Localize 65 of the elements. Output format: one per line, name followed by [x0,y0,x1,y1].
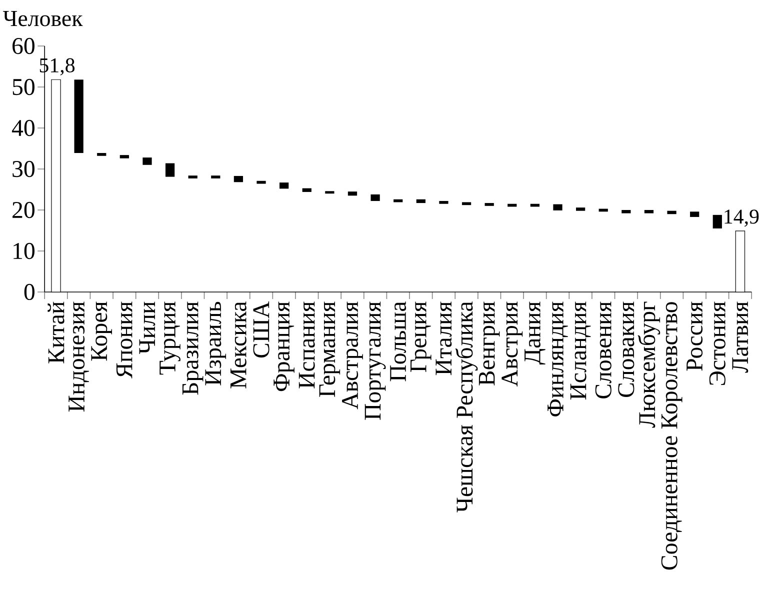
bar [712,214,722,228]
x-tick-label: Россия [686,302,703,371]
x-tick-label: Польша [390,302,406,382]
bar [416,199,426,204]
bar [211,176,220,178]
x-tick-label: Венгрия [478,302,500,386]
bar [188,176,198,178]
bar [325,191,334,194]
x-tick-label: Соединенное Королевство [661,302,682,570]
y-axis-title: Человек [3,10,83,26]
bar [280,182,289,189]
x-tick-label: США [253,301,270,358]
data-label: 14,9 [724,210,759,227]
x-tick-label: Мексика [230,302,246,388]
x-tick-label: Словакия [618,302,634,398]
x-tick-label: Израиль [205,302,226,386]
x-tick-label: Финляндия [548,302,568,416]
bar [622,210,631,214]
bar [302,188,312,192]
y-tick-label: 20 [12,202,34,218]
x-tick-label: Дания [524,302,546,365]
x-tick-label: Словения [595,302,612,398]
x-tick-label: Австрия [502,302,523,386]
x-tick-label: Турция [160,302,180,375]
y-tick-label: 50 [12,78,34,96]
x-tick-label: Чили [139,302,156,354]
x-tick-label: Австралия [342,302,363,410]
bar [576,208,586,211]
bar [142,158,152,165]
bar [462,202,472,206]
y-tick-label: 10 [14,242,34,260]
x-tick-label: Япония [116,302,132,378]
x-tick-label: Китай [48,302,64,364]
y-tick-label: 30 [12,160,34,178]
bar [553,204,562,210]
x-tick-label: Латвия [732,302,748,373]
y-tick-label: 40 [12,120,34,136]
bar [439,200,448,204]
bar [74,80,84,154]
bar [256,180,266,184]
x-tick-label: Франция [274,302,294,392]
bar [120,155,129,158]
x-tick-label: Греция [410,302,432,372]
bar [667,210,676,214]
x-tick-label: Португалия [364,302,386,420]
bar [348,192,358,196]
bar [484,203,494,206]
x-tick-label: Корея [91,302,112,361]
x-tick-label: Индонезия [68,302,89,412]
bar [690,212,700,217]
y-tick-label: 60 [12,38,34,54]
bar [644,210,654,214]
x-tick-label: Бразилия [182,302,204,395]
x-tick-label: Люксембург [638,302,660,428]
x-tick-label: Германия [319,302,340,397]
x-tick-label: Чешская Республика [455,301,478,512]
bar [370,194,380,201]
x-tick-label: Испания [298,302,315,388]
x-tick-label: Италия [436,302,452,376]
y-tick-label: 0 [24,284,34,300]
bar [97,153,106,156]
bar [234,176,244,182]
x-tick-label: Эстония [709,302,726,385]
bar [165,163,175,177]
x-tick-label: Исландия [570,302,591,400]
